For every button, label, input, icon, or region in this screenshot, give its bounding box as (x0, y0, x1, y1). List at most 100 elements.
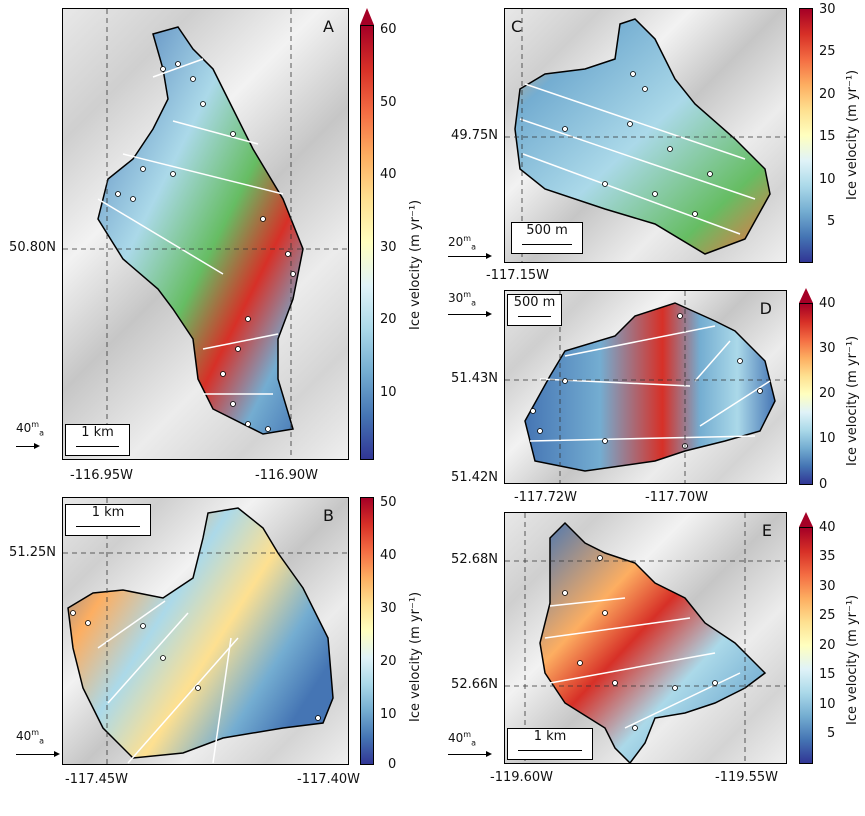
panel-letter-a: A (323, 17, 334, 36)
velocity-reference-c: 20ma (448, 234, 492, 270)
lon-label-e-1: -119.55W (715, 770, 779, 785)
velocity-reference-d: 30ma (448, 290, 492, 326)
map-b: B 1 km (62, 497, 349, 765)
glacier-outline-e (539, 521, 767, 763)
panel-letter-b: B (323, 506, 334, 525)
vel-ref-unit-den-c: a (471, 242, 476, 252)
survey-points-c (562, 71, 713, 217)
glacier-outline-b (67, 507, 334, 759)
cbar-a-tick-0: 60 (380, 22, 397, 37)
colorbar-b (360, 497, 374, 765)
lon-label-b-0: -117.45W (65, 772, 129, 787)
glacier-outline-d (524, 302, 776, 472)
colorbar-a-label: Ice velocity (m yr⁻¹) (408, 199, 423, 330)
vel-ref-unit-num-d: m (463, 290, 472, 299)
cbar-e-tick-4: 20 (819, 638, 836, 653)
vel-ref-unit-den-b: a (39, 736, 44, 746)
cbar-c-tick-2: 20 (819, 87, 836, 102)
survey-lines-d (529, 325, 771, 442)
cbar-b-tick-3: 20 (380, 654, 397, 669)
colorbar-a (360, 25, 374, 460)
lat-label-a-0: 50.80N (9, 240, 56, 255)
lon-label-d-1: -117.70W (645, 490, 709, 505)
glacier-outline-a (97, 26, 304, 435)
colorbar-d (799, 303, 813, 485)
cbar-a-tick-3: 30 (380, 240, 397, 255)
vel-ref-unit-den-a: a (39, 428, 44, 438)
cbar-e-tick-7: 5 (827, 726, 836, 741)
colorbar-c-label: Ice velocity (m yr⁻¹) (845, 69, 860, 200)
cbar-e-tick-2: 30 (819, 579, 836, 594)
vel-ref-unit-num-c: m (463, 234, 472, 243)
map-d-graphics (505, 291, 786, 483)
cbar-c-tick-1: 25 (819, 44, 836, 59)
cbar-a-tick-1: 50 (380, 95, 397, 110)
cbar-e-tick-1: 35 (819, 549, 836, 564)
cbar-d-tick-1: 30 (819, 341, 836, 356)
colorbar-a-extend (360, 8, 374, 25)
survey-points-b (70, 610, 321, 721)
lat-label-e-0: 52.68N (451, 552, 498, 567)
vel-ref-unit-num-e: m (463, 730, 472, 739)
lat-label-d-1: 51.42N (451, 470, 498, 485)
cbar-b-tick-0: 50 (380, 495, 397, 510)
map-c: C 500 m (504, 8, 787, 263)
colorbar-b-label: Ice velocity (m yr⁻¹) (408, 591, 423, 722)
cbar-c-tick-5: 5 (827, 214, 836, 229)
cbar-b-tick-4: 10 (380, 707, 397, 722)
survey-lines-c (519, 83, 756, 235)
map-a-graphics (63, 9, 348, 459)
vel-ref-value-a: 40 (16, 421, 32, 435)
cbar-a-tick-5: 10 (380, 385, 397, 400)
cbar-e-tick-5: 15 (819, 667, 836, 682)
cbar-d-tick-2: 20 (819, 386, 836, 401)
cbar-a-tick-4: 20 (380, 312, 397, 327)
vel-ref-unit-den-d: a (471, 298, 476, 308)
scale-bar-a: 1 km (65, 424, 130, 456)
cbar-c-tick-0: 30 (819, 2, 836, 17)
cbar-c-tick-4: 10 (819, 172, 836, 187)
lon-label-a-0: -116.95W (70, 468, 134, 483)
vel-ref-unit-den-e: a (471, 738, 476, 748)
colorbar-d-extend (799, 288, 813, 303)
velocity-reference-a: 40ma (16, 420, 56, 460)
scale-label-e: 1 km (533, 729, 567, 744)
colorbar-d-label: Ice velocity (m yr⁻¹) (845, 335, 860, 466)
colorbar-e-label: Ice velocity (m yr⁻¹) (845, 594, 860, 725)
colorbar-e-extend (799, 512, 813, 527)
velocity-reference-e: 40ma (448, 730, 492, 766)
lat-label-b-0: 51.25N (9, 545, 56, 560)
colorbar-c (799, 8, 813, 263)
cbar-b-tick-1: 40 (380, 548, 397, 563)
scale-bar-e: 1 km (507, 728, 593, 760)
cbar-b-tick-5: 0 (388, 757, 397, 772)
cbar-d-tick-3: 10 (819, 431, 836, 446)
scale-label-c: 500 m (526, 223, 568, 238)
lon-label-c-0: -117.15W (486, 268, 550, 283)
survey-lines-b (97, 600, 239, 764)
vel-ref-value-d: 30 (448, 291, 464, 305)
map-a: A 1 km (62, 8, 349, 460)
survey-points-a (115, 61, 296, 432)
lon-label-d-0: -117.72W (514, 490, 578, 505)
panel-letter-c: C (511, 17, 523, 36)
scale-label-d: 500 m (513, 295, 556, 310)
survey-lines-e (544, 597, 741, 729)
survey-points-e (562, 555, 718, 731)
vel-ref-value-c: 20 (448, 235, 464, 249)
cbar-e-tick-0: 40 (819, 520, 836, 535)
panel-letter-e: E (761, 521, 772, 540)
panel-letter-d: D (759, 299, 772, 318)
cbar-b-tick-2: 30 (380, 601, 397, 616)
glacier-outline-c (514, 18, 771, 255)
cbar-e-tick-3: 25 (819, 608, 836, 623)
scale-bar-c: 500 m (511, 222, 583, 254)
lon-label-e-0: -119.60W (490, 770, 554, 785)
cbar-e-tick-6: 10 (819, 697, 836, 712)
survey-lines-a (97, 58, 284, 395)
cbar-c-tick-3: 15 (819, 129, 836, 144)
lon-label-a-1: -116.90W (255, 468, 319, 483)
velocity-reference-b: 40ma (16, 728, 60, 768)
cbar-a-tick-2: 40 (380, 167, 397, 182)
scale-label-b: 1 km (91, 505, 125, 520)
